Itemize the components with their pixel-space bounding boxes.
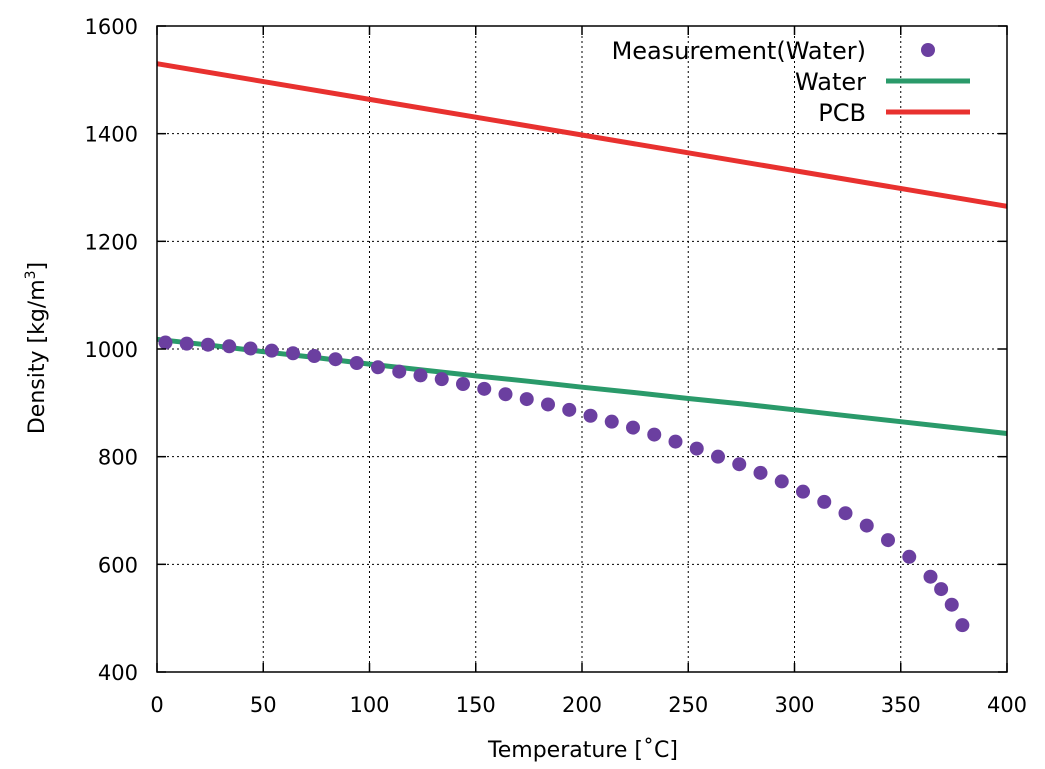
y-tick-label: 1600 bbox=[85, 15, 138, 39]
y-tick-label: 600 bbox=[98, 553, 138, 577]
data-point-measurement-water bbox=[456, 376, 470, 391]
data-point-measurement-water bbox=[774, 474, 789, 489]
data-point-measurement-water bbox=[179, 336, 194, 351]
x-tick-label: 250 bbox=[668, 693, 708, 717]
data-point-measurement-water bbox=[243, 341, 258, 356]
x-tick-label: 100 bbox=[349, 693, 389, 717]
y-axis-label-close: ] bbox=[25, 262, 50, 271]
legend-label-pcb: PCB bbox=[818, 99, 866, 127]
y-axis-label-main: Density [kg/m bbox=[25, 279, 50, 434]
legend-label-water: Water bbox=[795, 68, 866, 96]
data-point-measurement-water bbox=[434, 372, 449, 387]
data-point-measurement-water bbox=[626, 420, 640, 435]
y-tick-label: 1000 bbox=[85, 338, 138, 362]
x-axis-label: Temperature [˚C] bbox=[487, 738, 678, 763]
legend-label-measurement-water: Measurement(Water) bbox=[612, 37, 866, 65]
data-point-measurement-water bbox=[817, 494, 832, 509]
data-point-measurement-water bbox=[934, 582, 949, 597]
x-tick-label: 0 bbox=[150, 693, 163, 717]
legend: Measurement(Water) Water PCB bbox=[612, 37, 970, 127]
data-point-measurement-water bbox=[859, 518, 874, 533]
data-point-measurement-water bbox=[264, 343, 279, 358]
x-tick-label: 150 bbox=[456, 693, 496, 717]
grid bbox=[157, 26, 1007, 672]
data-point-measurement-water bbox=[328, 352, 343, 367]
x-tick-label: 350 bbox=[881, 693, 921, 717]
axis-ticks: 0 50 100 150 200 250 300 350 400 400 600 800 1000 120… bbox=[85, 15, 1028, 717]
data-point-measurement-water bbox=[413, 368, 428, 383]
data-point-measurement-water bbox=[647, 427, 662, 442]
data-point-measurement-water bbox=[371, 360, 385, 375]
data-point-measurement-water bbox=[477, 381, 492, 396]
data-point-measurement-water bbox=[519, 392, 534, 407]
data-point-measurement-water bbox=[349, 355, 364, 370]
data-point-measurement-water bbox=[498, 387, 513, 402]
data-point-measurement-water bbox=[955, 618, 970, 633]
x-tick-label: 50 bbox=[250, 693, 277, 717]
y-axis-label-superscript: 3 bbox=[23, 270, 39, 279]
data-point-measurement-water bbox=[689, 441, 704, 456]
data-point-measurement-water bbox=[902, 549, 917, 564]
y-tick-label: 400 bbox=[98, 661, 138, 685]
data-point-measurement-water bbox=[923, 569, 938, 584]
x-tick-label: 300 bbox=[774, 693, 814, 717]
series-line-water bbox=[156, 336, 1008, 436]
plot-series bbox=[156, 61, 1008, 633]
data-point-measurement-water bbox=[562, 402, 577, 417]
data-point-measurement-water bbox=[796, 484, 810, 499]
series-line-pcb bbox=[156, 61, 1008, 209]
data-point-measurement-water bbox=[711, 449, 725, 464]
data-point-measurement-water bbox=[307, 348, 322, 363]
y-tick-label: 1200 bbox=[85, 230, 138, 254]
data-point-measurement-water bbox=[541, 397, 555, 412]
data-point-measurement-water bbox=[583, 408, 598, 423]
data-point-measurement-water bbox=[944, 597, 959, 612]
data-point-measurement-water bbox=[286, 346, 300, 361]
legend-marker-measurement-water bbox=[921, 43, 935, 57]
data-point-measurement-water bbox=[753, 465, 768, 480]
x-tick-label: 400 bbox=[987, 693, 1027, 717]
data-point-measurement-water bbox=[222, 339, 237, 354]
data-point-measurement-water bbox=[392, 364, 407, 379]
data-point-measurement-water bbox=[732, 457, 747, 472]
data-point-measurement-water bbox=[838, 506, 853, 521]
y-tick-label: 1400 bbox=[85, 123, 138, 147]
data-point-measurement-water bbox=[881, 533, 895, 548]
data-point-measurement-water bbox=[158, 335, 173, 350]
data-point-measurement-water bbox=[201, 337, 215, 352]
data-point-measurement-water bbox=[604, 414, 619, 429]
y-tick-label: 800 bbox=[98, 446, 138, 470]
x-tick-label: 200 bbox=[562, 693, 602, 717]
data-point-measurement-water bbox=[668, 434, 683, 449]
y-axis-label: Density [kg/m3] bbox=[23, 262, 50, 434]
